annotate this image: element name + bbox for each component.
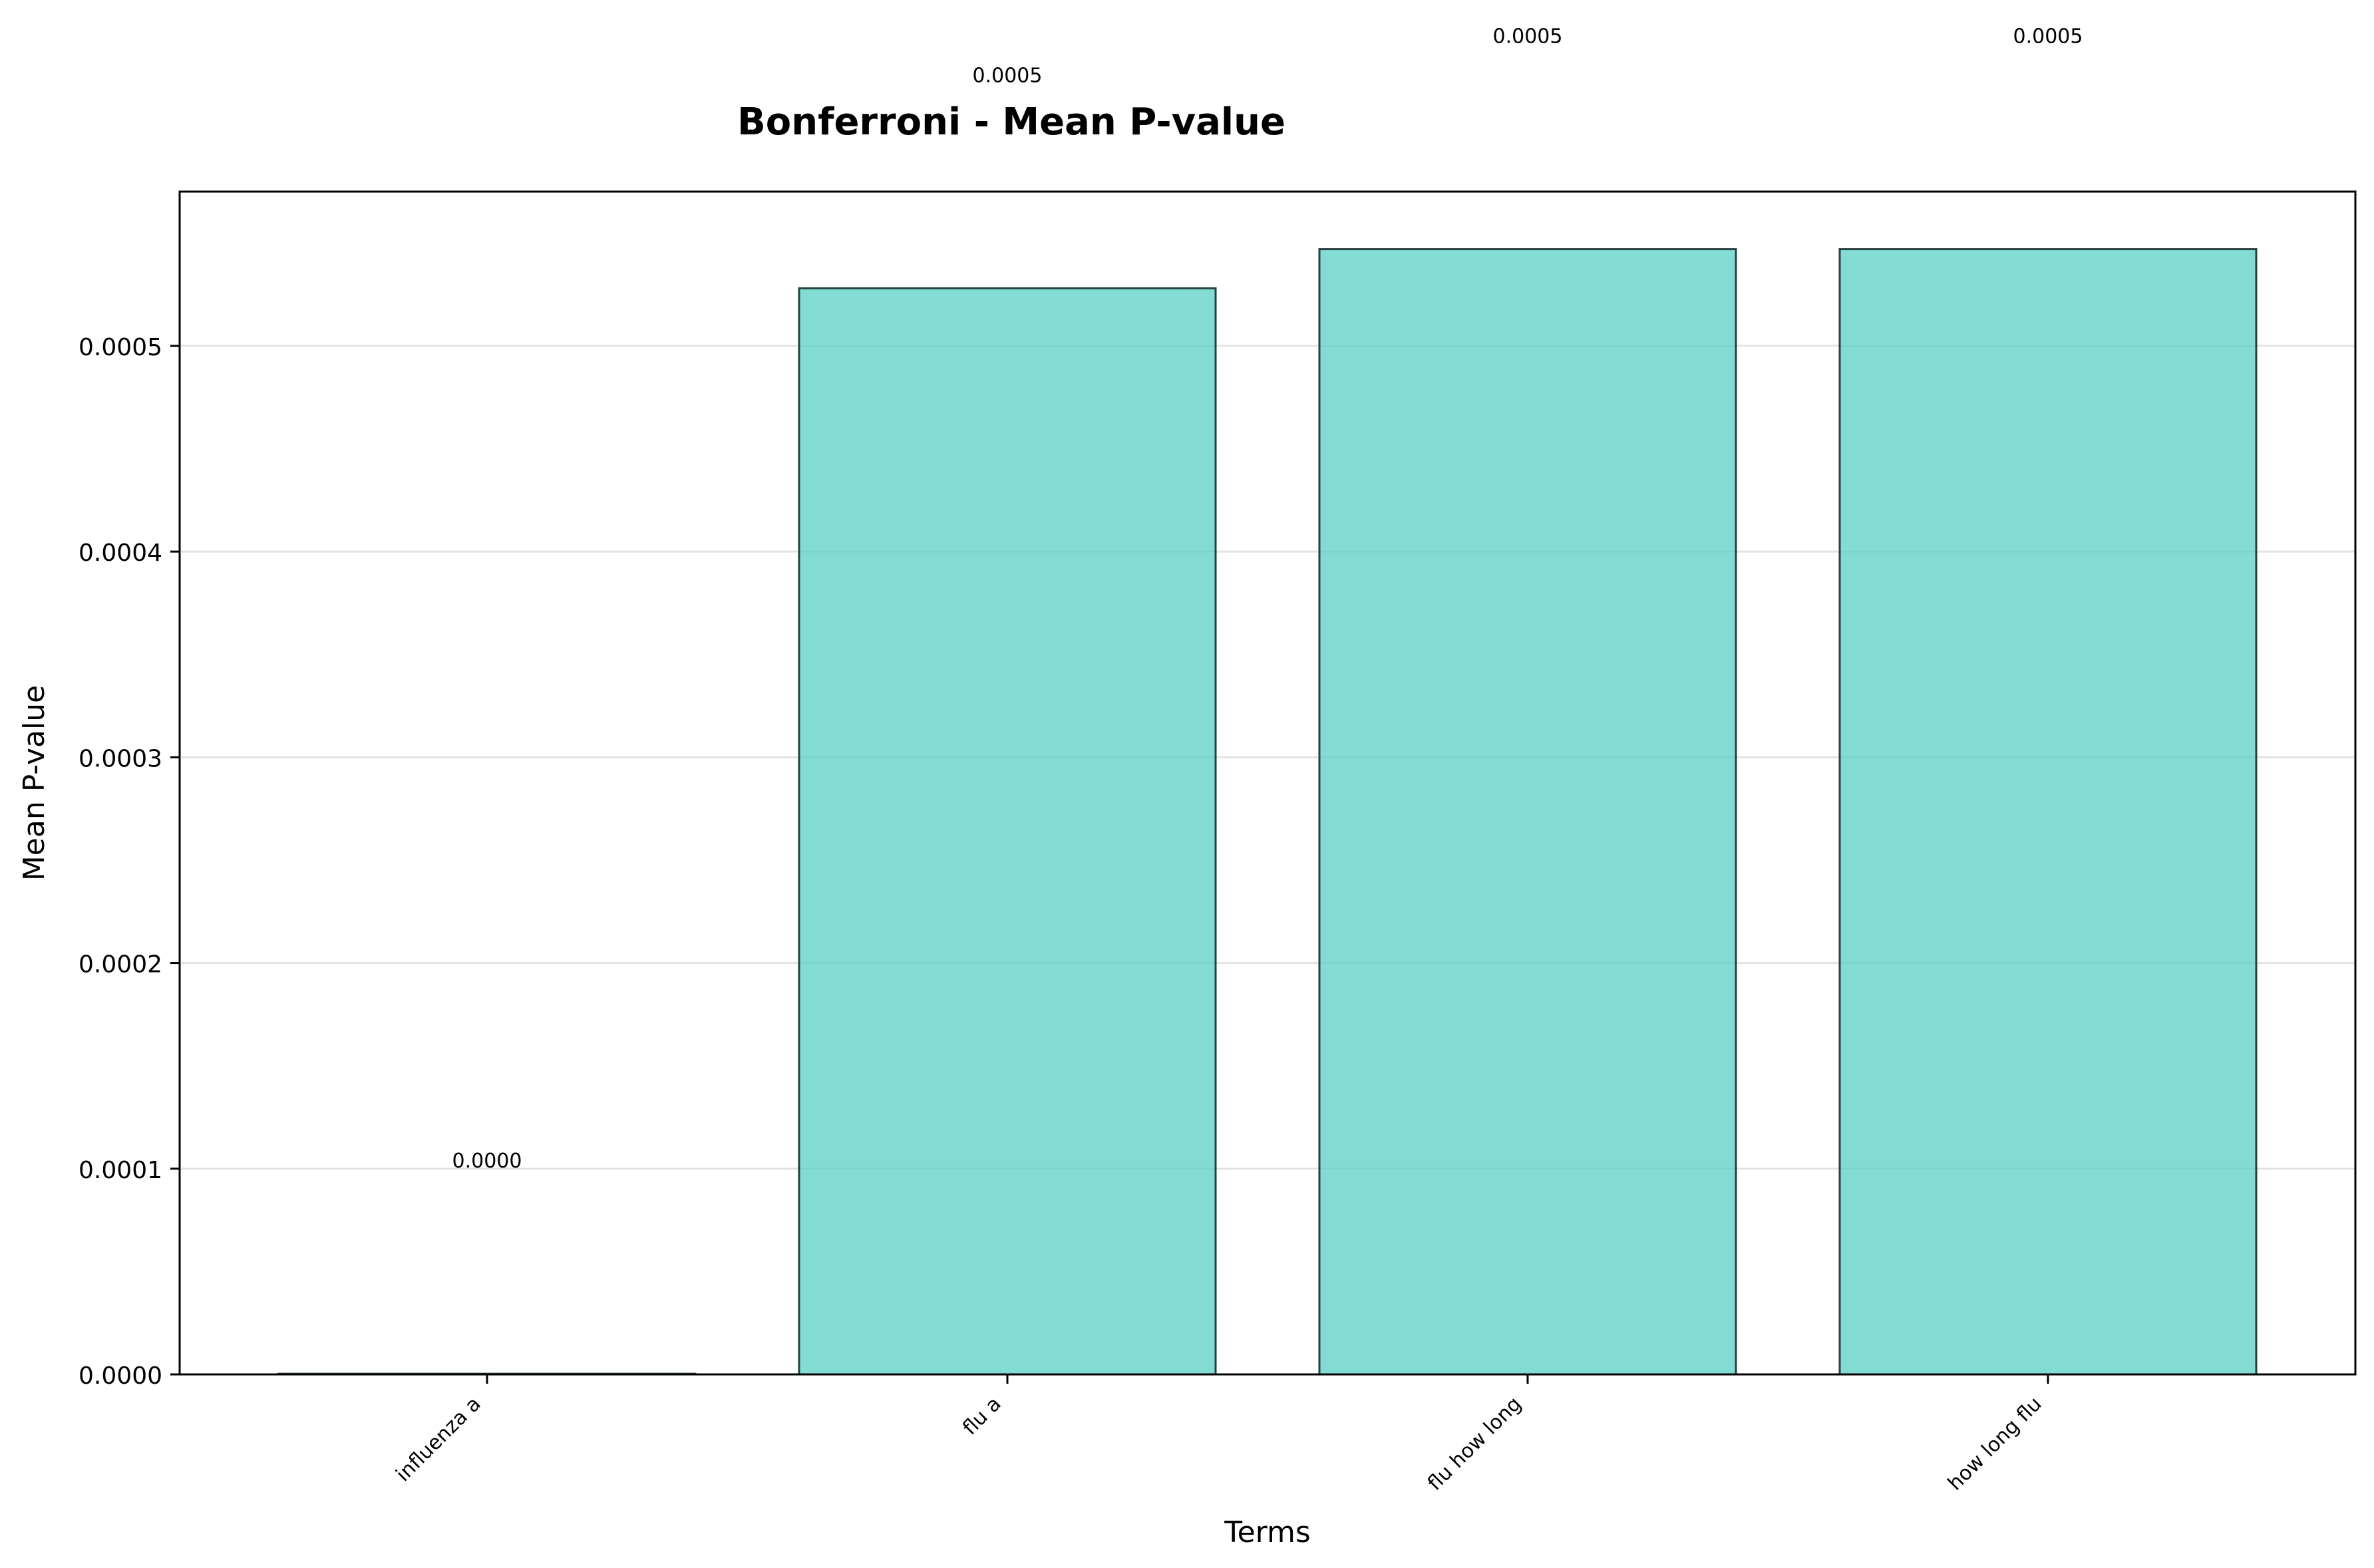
y-axis-label: Mean P-value	[17, 685, 51, 881]
bars	[277, 248, 2258, 1376]
y-tick-label: 0.0003	[79, 745, 162, 772]
y-tick-label: 0.0004	[79, 540, 162, 567]
y-axis: 0.0000 0.0001 0.0002 0.0003 0.0004 0.0005	[79, 334, 180, 1390]
chart-title: Bonferroni - Mean P-value	[737, 100, 1285, 144]
bar-value-label: 0.0005	[2013, 25, 2083, 49]
y-tick-label: 0.0001	[79, 1157, 162, 1184]
y-tick-label: 0.0005	[79, 334, 162, 361]
x-axis-label: Terms	[1224, 1515, 1311, 1549]
y-tick-label: 0.0000	[79, 1362, 162, 1390]
bar-value-labels: 0.0000 0.0005 0.0005 0.0005	[452, 25, 2083, 1173]
bar	[1838, 248, 2258, 1376]
y-tick-label: 0.0002	[79, 951, 162, 979]
bar-value-label: 0.0005	[973, 64, 1043, 87]
plot-frame	[178, 190, 2357, 1376]
bar	[798, 287, 1217, 1376]
bar-value-label: 0.0005	[1493, 25, 1563, 49]
bar-value-label: 0.0000	[452, 1150, 522, 1173]
bar	[1318, 248, 1737, 1376]
